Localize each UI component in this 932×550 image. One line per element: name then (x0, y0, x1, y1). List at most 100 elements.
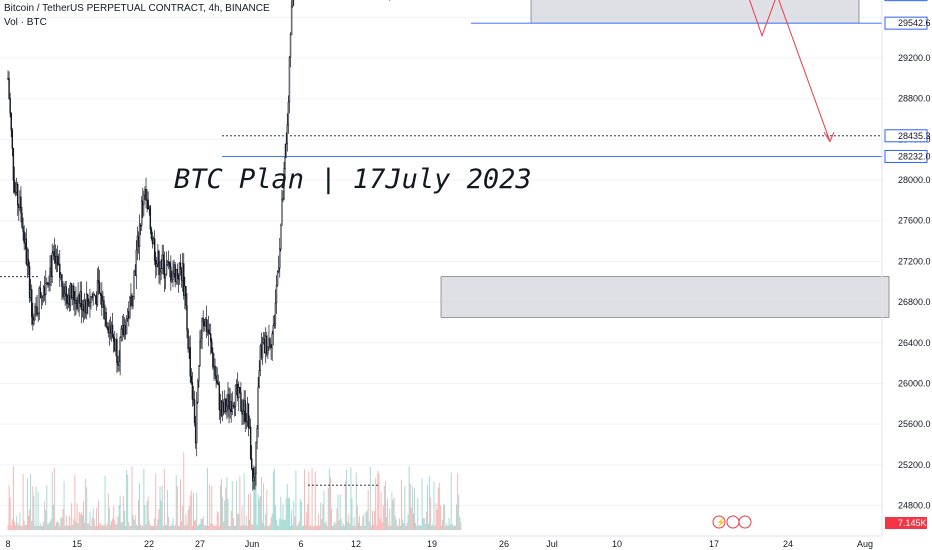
candle (285, 132, 287, 158)
candle-body (226, 405, 228, 412)
candle (70, 283, 73, 300)
candle-body (211, 341, 213, 353)
candle-body (53, 250, 56, 257)
candle (245, 413, 248, 430)
candle-body (95, 295, 98, 305)
volume-bar (395, 519, 397, 530)
volume-bar (236, 481, 238, 530)
candle-body (116, 339, 118, 364)
candle-body (73, 285, 75, 301)
level-lines (0, 22, 882, 486)
volume-bar (432, 524, 434, 530)
volume-bar (415, 522, 417, 530)
candle-body (35, 306, 37, 308)
volume-bar (204, 525, 206, 530)
volume-bar (94, 525, 96, 530)
candle-body (41, 295, 44, 297)
volume-bar (389, 508, 391, 530)
candle (15, 177, 18, 196)
candle (79, 281, 81, 308)
volume-bar (312, 525, 314, 530)
candle-body (88, 301, 90, 307)
volume-bar (46, 484, 48, 530)
candle-body (257, 386, 259, 429)
candle-body (263, 338, 266, 354)
candle (293, 0, 295, 6)
candle (224, 390, 226, 414)
volume-bar (402, 519, 404, 530)
volume-bars (7, 450, 462, 530)
volume-bar (29, 509, 31, 530)
volume-bar (456, 504, 458, 530)
volume-bar (224, 500, 226, 530)
volume-bar (245, 516, 247, 530)
candle (222, 399, 225, 415)
volume-bar (372, 510, 373, 530)
candle-body (32, 316, 34, 325)
volume-bar (143, 468, 145, 530)
candle-body (252, 467, 254, 482)
candle-body (143, 194, 145, 205)
candle-body (268, 338, 270, 348)
volume-bar (231, 481, 233, 530)
candle-body (133, 270, 135, 297)
volume-bar (20, 525, 22, 530)
candle-body (212, 352, 214, 368)
candle (389, 0, 391, 1)
candle-body (285, 143, 287, 158)
volume-bar (73, 518, 75, 530)
candle (152, 236, 155, 245)
volume-bar (381, 522, 383, 530)
candle (165, 251, 168, 276)
volume-bar (303, 526, 304, 530)
candle-body (162, 254, 164, 261)
volume-bar (216, 511, 218, 530)
price-tick-label: 26000.0 (898, 378, 931, 388)
candle (199, 330, 201, 367)
volume-bar (265, 513, 267, 530)
volume-bar (179, 525, 180, 530)
volume-bar (416, 525, 418, 530)
candle-body (74, 299, 76, 304)
volume-bar (161, 485, 163, 530)
volume-bar (260, 477, 262, 530)
candle-body (235, 384, 238, 386)
candle-body (101, 295, 103, 308)
volume-bar (368, 521, 370, 530)
candle (83, 293, 86, 320)
candle-body (94, 295, 97, 297)
candle (226, 394, 228, 420)
candle (242, 398, 244, 425)
candle (114, 331, 116, 353)
volume-bar (171, 524, 173, 530)
candle-body (156, 263, 158, 267)
time-tick-label: 24 (783, 539, 793, 549)
volume-bar (413, 513, 414, 530)
candle-body (165, 264, 168, 275)
candle-body (138, 225, 141, 247)
volume-bar (417, 497, 419, 530)
volume-bar (332, 525, 334, 530)
volume-bar (295, 470, 297, 530)
candle (220, 399, 223, 418)
candle (64, 281, 66, 306)
volume-bar (227, 498, 229, 530)
volume-bar (244, 525, 246, 530)
volume-bar (342, 523, 344, 530)
candle (19, 190, 21, 212)
candle (109, 316, 112, 340)
candle (149, 204, 152, 235)
candle (110, 321, 113, 342)
volume-bar (313, 525, 315, 530)
candle-body (188, 347, 190, 349)
volume-bar (108, 507, 110, 530)
event-icon (726, 515, 740, 529)
candle-body (112, 336, 115, 342)
candle-body (234, 384, 237, 407)
volume-bar (193, 492, 194, 530)
volume-bar (79, 513, 81, 530)
indicator-badges[interactable]: ⚡ (712, 515, 752, 529)
volume-bar (186, 524, 188, 530)
volume-bar (380, 491, 382, 530)
